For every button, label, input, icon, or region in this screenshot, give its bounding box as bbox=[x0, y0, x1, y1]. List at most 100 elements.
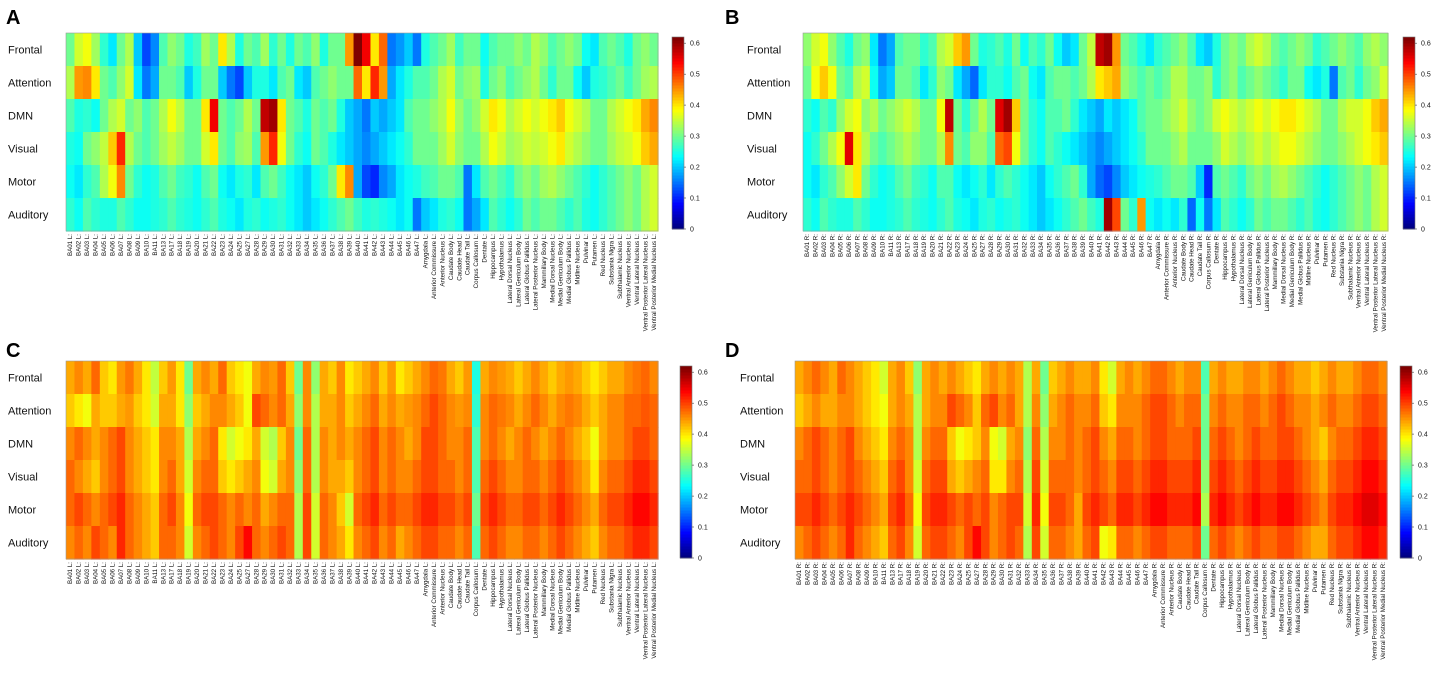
heatmap-cell bbox=[1370, 427, 1380, 461]
heatmap-cell bbox=[1137, 132, 1147, 166]
heatmap-cell bbox=[913, 394, 923, 428]
heatmap-cell bbox=[1053, 66, 1063, 100]
heatmap-cell bbox=[505, 361, 515, 395]
heatmap-cell bbox=[99, 460, 109, 494]
heatmap-cell bbox=[641, 66, 651, 100]
heatmap-cell bbox=[803, 132, 812, 166]
heatmap-cell bbox=[150, 493, 160, 527]
heatmap-cell bbox=[1243, 361, 1253, 395]
colorbar-step bbox=[1400, 555, 1412, 559]
heatmap-cell bbox=[1037, 132, 1046, 166]
colorbar-step bbox=[680, 462, 692, 466]
heatmap-cell bbox=[522, 66, 532, 100]
panel-letter: C bbox=[6, 340, 20, 362]
heatmap-cell bbox=[556, 66, 566, 100]
heatmap-cell bbox=[480, 361, 490, 395]
heatmap-cell bbox=[1003, 132, 1013, 166]
column-label: BA38 L: bbox=[338, 562, 345, 584]
heatmap-cell bbox=[167, 361, 177, 395]
column-label: Anterior Nucleus L: bbox=[439, 562, 446, 615]
colorbar-step bbox=[1403, 85, 1415, 89]
heatmap-cell bbox=[184, 66, 194, 100]
heatmap-cell bbox=[395, 493, 405, 527]
colorbar-step bbox=[672, 154, 684, 158]
heatmap-cell bbox=[820, 427, 830, 461]
heatmap-cell bbox=[488, 198, 498, 232]
heatmap-cell bbox=[74, 99, 84, 133]
heatmap-cell bbox=[471, 526, 481, 560]
heatmap-cell bbox=[1116, 493, 1126, 527]
column-label: Lateral Geniculum Body L: bbox=[516, 234, 523, 307]
heatmap-cell bbox=[404, 394, 414, 428]
heatmap-cell bbox=[159, 165, 169, 199]
heatmap-cell bbox=[133, 132, 143, 166]
heatmap-cell bbox=[844, 198, 854, 232]
heatmap-cell bbox=[1087, 33, 1097, 67]
heatmap-cell bbox=[573, 526, 583, 560]
heatmap-cell bbox=[938, 394, 948, 428]
heatmap-cell bbox=[226, 394, 236, 428]
colorbar-step bbox=[1403, 91, 1415, 95]
column-label: BA11 L: bbox=[152, 234, 159, 256]
heatmap-cell bbox=[888, 361, 898, 395]
heatmap-cell bbox=[539, 394, 549, 428]
heatmap-cell bbox=[1209, 460, 1219, 494]
heatmap-cell bbox=[294, 165, 304, 199]
heatmap-cell bbox=[573, 427, 583, 461]
heatmap-cell bbox=[1070, 198, 1080, 232]
colorbar-step bbox=[680, 549, 692, 553]
heatmap-cell bbox=[1087, 99, 1097, 133]
heatmap-cell bbox=[1212, 198, 1222, 232]
heatmap-cell bbox=[285, 66, 295, 100]
heatmap-cell bbox=[1099, 361, 1109, 395]
heatmap-cell bbox=[463, 66, 473, 100]
heatmap-cell bbox=[1302, 460, 1312, 494]
heatmap-cell bbox=[243, 460, 253, 494]
heatmap-cell bbox=[624, 460, 634, 494]
column-label: BA41 L: bbox=[363, 562, 370, 584]
heatmap-cell bbox=[429, 526, 439, 560]
column-label: Lateral Dorsal Nucleus R: bbox=[1236, 562, 1243, 633]
heatmap-cell bbox=[1379, 165, 1389, 199]
heatmap-cell bbox=[463, 493, 473, 527]
column-label: BA42 R: bbox=[1105, 234, 1112, 257]
heatmap-cell bbox=[930, 427, 940, 461]
column-label: BA33 R: bbox=[1025, 562, 1032, 585]
heatmap-cell bbox=[1179, 198, 1189, 232]
heatmap-cell bbox=[1245, 132, 1255, 166]
column-label: BA22 R: bbox=[940, 562, 947, 585]
heatmap-cell bbox=[1277, 526, 1287, 560]
heatmap-cell bbox=[961, 165, 971, 199]
heatmap-cell bbox=[632, 198, 642, 232]
heatmap-cell bbox=[1170, 66, 1180, 100]
colorbar-step bbox=[680, 468, 692, 472]
heatmap-cell bbox=[446, 394, 456, 428]
column-label: BA39 L: bbox=[346, 562, 353, 584]
heatmap-cell bbox=[218, 427, 228, 461]
heatmap-cell bbox=[945, 198, 955, 232]
heatmap-cell bbox=[1154, 198, 1163, 232]
column-label: BA35 R: bbox=[1047, 234, 1054, 257]
heatmap-cell bbox=[1179, 99, 1189, 133]
heatmap-cell bbox=[362, 165, 372, 199]
heatmap-cell bbox=[1209, 526, 1219, 560]
heatmap-cell bbox=[1209, 394, 1219, 428]
heatmap-cell bbox=[819, 99, 829, 133]
heatmap-cell bbox=[1271, 33, 1280, 67]
colorbar-step bbox=[1403, 115, 1415, 119]
column-label: BA02 L: bbox=[76, 562, 83, 584]
heatmap-cell bbox=[150, 132, 160, 166]
heatmap-cell bbox=[1154, 66, 1163, 100]
heatmap-cell bbox=[328, 99, 338, 133]
colorbar-step bbox=[1400, 501, 1412, 505]
heatmap-cell bbox=[125, 361, 135, 395]
heatmap-cell bbox=[1271, 66, 1280, 100]
heatmap-cell bbox=[615, 132, 625, 166]
heatmap-cell bbox=[624, 526, 634, 560]
panel-letter: B bbox=[725, 7, 739, 29]
heatmap-cell bbox=[862, 526, 872, 560]
heatmap-cell bbox=[167, 99, 177, 133]
heatmap-cell bbox=[1312, 99, 1322, 133]
heatmap-cell bbox=[455, 394, 465, 428]
heatmap-cell bbox=[260, 526, 270, 560]
